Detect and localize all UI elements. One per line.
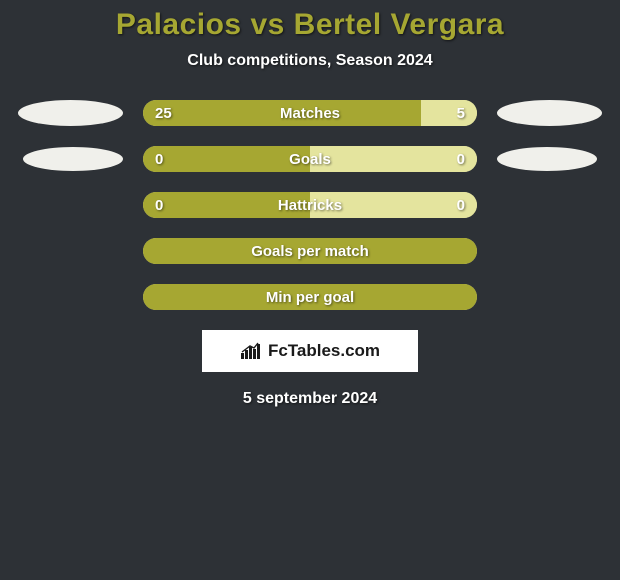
player-right-ellipse (497, 147, 597, 171)
stat-row: Min per goal (0, 284, 620, 310)
stat-bar: 00Hattricks (143, 192, 477, 218)
player-left-ellipse (18, 100, 123, 126)
player-left-ellipse (18, 192, 123, 218)
stat-bar: 255Matches (143, 100, 477, 126)
stats-rows: 255Matches 00Goals 00Hattricks Goals per ma… (0, 100, 620, 310)
stat-row: 255Matches (0, 100, 620, 126)
comparison-infographic: Palacios vs Bertel Vergara Club competit… (0, 0, 620, 408)
stat-bar: Min per goal (143, 284, 477, 310)
stat-bar: 00Goals (143, 146, 477, 172)
bar-chart-icon (240, 342, 262, 360)
page-title: Palacios vs Bertel Vergara (0, 8, 620, 42)
stat-label: Goals per match (143, 238, 477, 264)
subtitle: Club competitions, Season 2024 (0, 52, 620, 70)
stat-label: Goals (143, 146, 477, 172)
player-right-ellipse (497, 192, 602, 218)
branding-badge: FcTables.com (202, 330, 418, 372)
stat-row: 00Goals (0, 146, 620, 172)
stat-row: 00Hattricks (0, 192, 620, 218)
player-right-ellipse (497, 284, 602, 310)
branding-text: FcTables.com (268, 341, 380, 361)
player-left-ellipse (18, 284, 123, 310)
date-label: 5 september 2024 (0, 390, 620, 408)
player-left-ellipse (18, 238, 123, 264)
stat-label: Hattricks (143, 192, 477, 218)
player-right-ellipse (497, 238, 602, 264)
player-left-ellipse (23, 147, 123, 171)
stat-bar: Goals per match (143, 238, 477, 264)
stat-row: Goals per match (0, 238, 620, 264)
stat-label: Matches (143, 100, 477, 126)
stat-label: Min per goal (143, 284, 477, 310)
player-right-ellipse (497, 100, 602, 126)
